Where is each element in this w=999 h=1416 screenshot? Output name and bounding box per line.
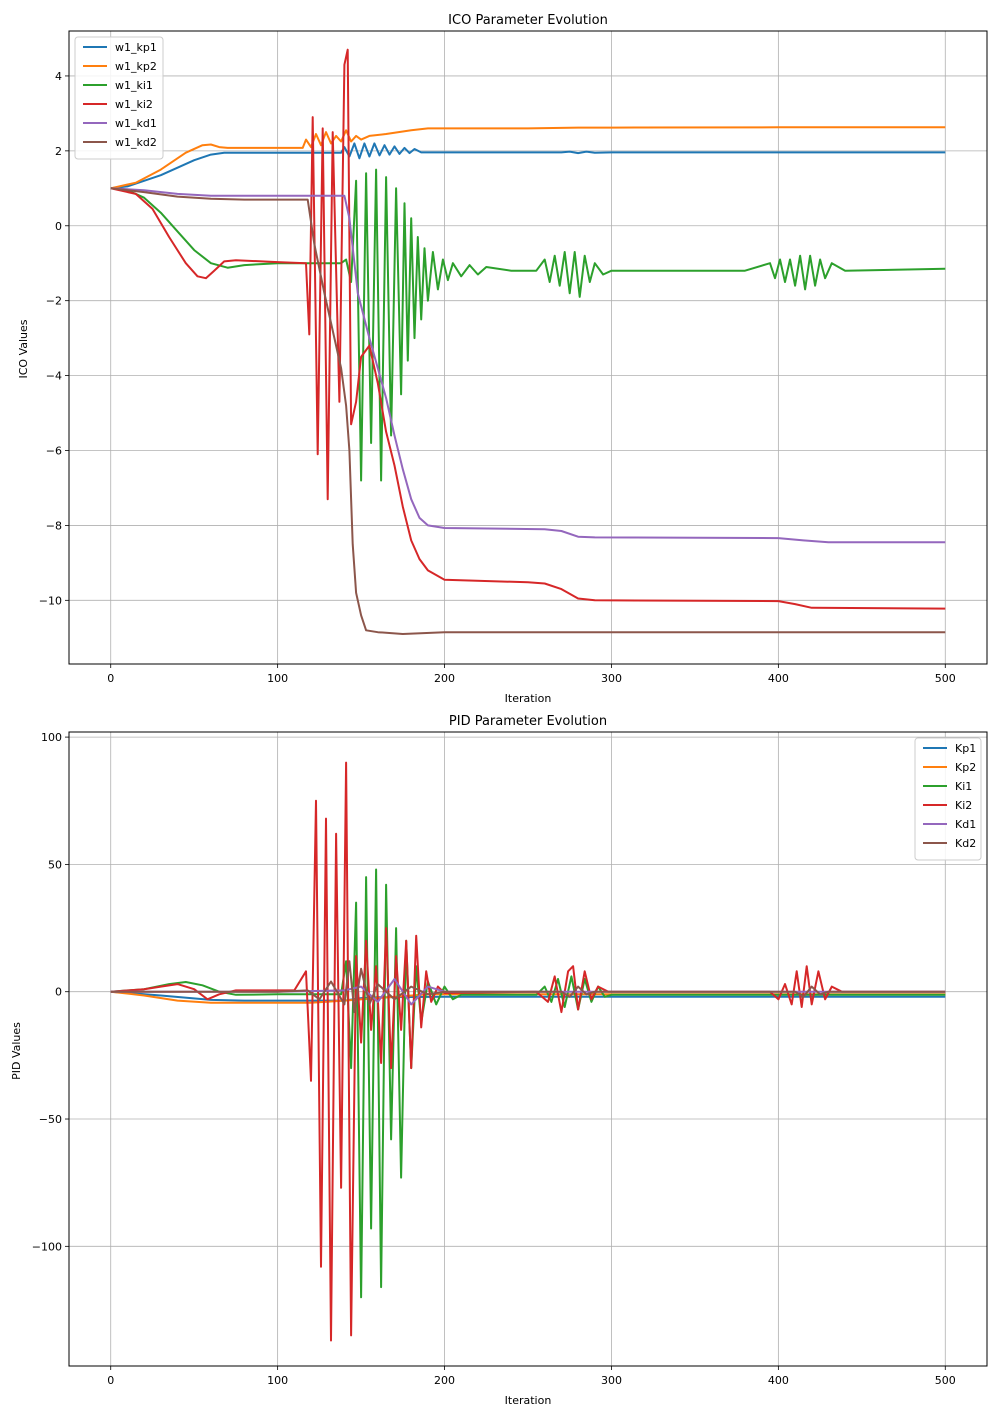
plot-frame (68, 30, 988, 665)
legend-label: w1_ki1 (115, 79, 153, 92)
legend: w1_kp1 w1_kp2 w1_ki1 w1_ki2 w1_kd1 w1_kd2 (74, 36, 164, 160)
x-tick-label: 100 (267, 672, 288, 685)
series-line-w1-kd2 (110, 187, 946, 635)
y-tick-label: −10 (39, 594, 62, 607)
x-tick-label: 300 (601, 672, 622, 685)
legend-box (914, 737, 982, 861)
y-axis-label: PID Values (10, 1022, 23, 1080)
x-tick-label: 0 (107, 1374, 114, 1387)
series-line-kd2 (110, 960, 946, 1014)
legend-label: Ki2 (955, 799, 972, 812)
legend-label: w1_kp2 (115, 60, 157, 73)
x-tick-label: 300 (601, 1374, 622, 1387)
legend-label: w1_kp1 (115, 41, 157, 54)
x-tick-label: 0 (107, 672, 114, 685)
x-tick-label: 200 (434, 1374, 455, 1387)
y-tick-label: −2 (46, 295, 62, 308)
y-tick-label: −100 (32, 1240, 62, 1253)
legend-label: w1_kd1 (115, 117, 157, 130)
x-axis-label: Iteration (505, 1394, 552, 1407)
series-line-w1-ki2 (110, 48, 946, 610)
y-tick-label: 100 (41, 731, 62, 744)
series-line-ki1 (110, 868, 946, 1299)
legend-label: Kp1 (955, 742, 976, 755)
chart-title: PID Parameter Evolution (449, 714, 607, 729)
y-tick-label: 4 (55, 70, 62, 83)
x-tick-label: 100 (267, 1374, 288, 1387)
x-axis-label: Iteration (505, 692, 552, 705)
y-tick-label: 0 (55, 986, 62, 999)
y-tick-label: −6 (46, 445, 62, 458)
chart-title: ICO Parameter Evolution (448, 13, 608, 28)
legend-label: Kd2 (955, 837, 976, 850)
y-tick-label: 0 (55, 220, 62, 233)
x-tick-label: 200 (434, 672, 455, 685)
series-line-w1-kd1 (110, 187, 946, 544)
y-tick-label: −4 (46, 370, 62, 383)
legend-label: w1_ki2 (115, 98, 153, 111)
x-tick-label: 500 (935, 1374, 956, 1387)
series-line-w1-kp2 (110, 126, 946, 190)
y-tick-label: 50 (48, 858, 62, 871)
y-tick-label: −8 (46, 519, 62, 532)
y-tick-label: 2 (55, 145, 62, 158)
y-tick-label: −50 (39, 1113, 62, 1126)
plot-frame (68, 731, 988, 1367)
legend-label: Kp2 (955, 761, 976, 774)
x-tick-label: 500 (935, 672, 956, 685)
ico-panel: ICO Parameter Evolution Iteration ICO Va… (17, 13, 988, 705)
y-axis-label: ICO Values (17, 319, 30, 378)
series-line-w1-kp1 (110, 142, 946, 190)
legend-label: Kd1 (955, 818, 976, 831)
pid-panel: PID Parameter Evolution Iteration PID Va… (10, 714, 988, 1407)
legend: Kp1 Kp2 Ki1 Ki2 Kd1 Kd2 (914, 737, 982, 861)
legend-label: w1_kd2 (115, 136, 157, 149)
x-tick-label: 400 (768, 672, 789, 685)
series-line-w1-ki1 (110, 168, 946, 482)
x-tick-label: 400 (768, 1374, 789, 1387)
series-line-ki2 (110, 761, 946, 1342)
legend-box (74, 36, 164, 160)
legend-label: Ki1 (955, 780, 972, 793)
